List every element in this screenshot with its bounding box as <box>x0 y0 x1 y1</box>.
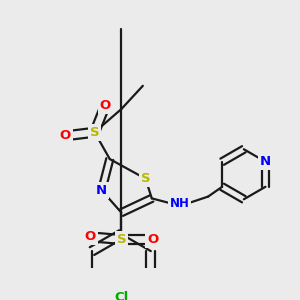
Text: O: O <box>85 230 96 243</box>
Text: N: N <box>96 184 107 197</box>
Text: S: S <box>117 233 126 246</box>
Text: O: O <box>100 99 111 112</box>
Text: S: S <box>90 126 99 139</box>
Text: O: O <box>59 129 71 142</box>
Text: N: N <box>260 155 271 168</box>
Text: S: S <box>141 172 150 185</box>
Text: O: O <box>147 233 158 246</box>
Text: Cl: Cl <box>114 291 128 300</box>
Text: NH: NH <box>169 197 189 210</box>
